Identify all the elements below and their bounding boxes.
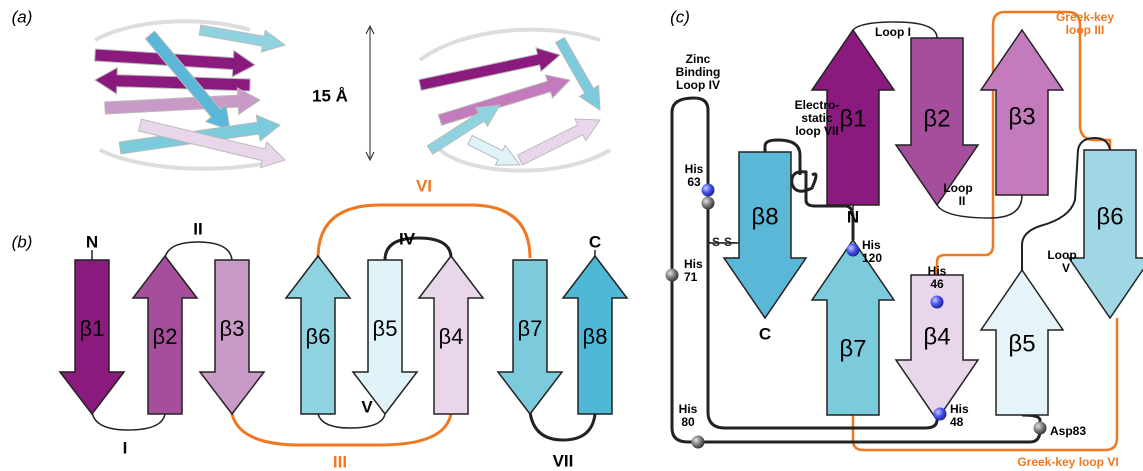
label: His — [685, 162, 704, 176]
label: β3 — [1008, 103, 1035, 130]
label: β4 — [439, 324, 464, 349]
atom-sphere — [702, 184, 715, 197]
label: II — [959, 194, 966, 208]
label: V — [1062, 261, 1070, 275]
label: Binding — [676, 65, 721, 79]
label: β2 — [153, 324, 178, 349]
label: -S-S- — [708, 235, 736, 249]
atom-sphere — [931, 296, 944, 309]
label: Asp83 — [1050, 424, 1086, 438]
label: 63 — [687, 175, 701, 189]
label: Greek-key — [1056, 10, 1114, 24]
label: IV — [399, 229, 416, 248]
label: 15 Å — [312, 86, 348, 105]
label: Loop — [1047, 248, 1076, 262]
strand-arrow — [812, 240, 894, 415]
label: His — [950, 402, 969, 416]
atom-sphere — [1034, 422, 1047, 435]
loop — [165, 242, 232, 260]
label: loop III — [1066, 23, 1105, 37]
label: Loop I — [875, 25, 911, 39]
label: 80 — [681, 415, 695, 429]
atom-sphere — [847, 244, 860, 257]
label: β7 — [839, 335, 866, 362]
label: (c) — [670, 7, 690, 26]
label: β4 — [923, 323, 950, 350]
loop — [530, 412, 595, 440]
label: N — [86, 232, 98, 251]
atom-sphere — [702, 197, 715, 210]
label: static — [801, 111, 833, 125]
label: VII — [553, 451, 574, 470]
label: His — [928, 264, 947, 278]
label: β3 — [220, 316, 245, 341]
label: β8 — [583, 324, 608, 349]
label: (a) — [12, 7, 33, 26]
label: VI — [416, 176, 432, 195]
label: His — [862, 238, 881, 252]
loop — [318, 414, 385, 428]
label: III — [333, 452, 347, 471]
ribbon — [468, 136, 520, 165]
label: β5 — [373, 316, 398, 341]
label: β1 — [839, 105, 866, 132]
label: β6 — [1096, 203, 1123, 230]
label: β2 — [923, 105, 950, 132]
loop — [232, 414, 451, 445]
ribbon — [105, 88, 260, 114]
label: β7 — [518, 316, 543, 341]
label: Greek-key loop VI — [1017, 455, 1118, 469]
label: Loop IV — [676, 78, 720, 92]
ribbon — [518, 119, 600, 165]
label: β5 — [1008, 330, 1035, 357]
label: 48 — [950, 415, 964, 429]
label: Zinc — [686, 52, 711, 66]
label: His — [684, 257, 703, 271]
atom-sphere — [934, 408, 947, 421]
loop — [385, 238, 451, 260]
label: β8 — [751, 203, 778, 230]
label: β1 — [80, 316, 105, 341]
loop — [318, 205, 530, 258]
label: loop VII — [795, 124, 838, 138]
label: (b) — [12, 232, 33, 251]
label: N — [847, 207, 859, 226]
label: V — [361, 397, 373, 416]
label: β6 — [306, 324, 331, 349]
label: 71 — [684, 270, 698, 284]
label: 120 — [862, 251, 882, 265]
label: C — [589, 232, 601, 251]
label: I — [123, 438, 128, 457]
label: 46 — [930, 277, 944, 291]
label: II — [193, 219, 202, 238]
label: C — [759, 324, 771, 343]
atom-sphere — [692, 436, 705, 449]
ribbon — [556, 38, 600, 110]
label: Loop — [943, 181, 972, 195]
strand-arrow — [1069, 150, 1143, 318]
loop — [937, 195, 1022, 218]
atom-sphere — [666, 269, 679, 282]
label: Electro- — [795, 98, 840, 112]
figure: (a)15 Å(b)β1β2β3β6β5β4β7β8NCIIIIIIIVVVIV… — [0, 0, 1143, 471]
label: His — [679, 402, 698, 416]
